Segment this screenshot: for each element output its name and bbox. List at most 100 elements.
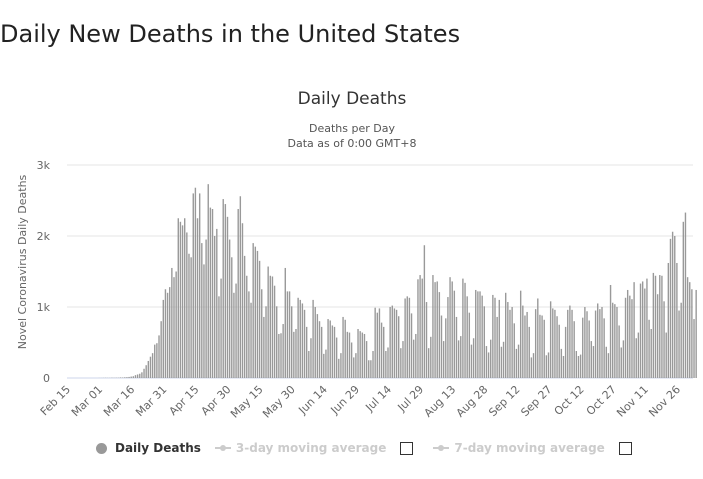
bar-daily-deaths[interactable] bbox=[280, 333, 282, 378]
bar-daily-deaths[interactable] bbox=[599, 309, 601, 378]
bar-daily-deaths[interactable] bbox=[269, 275, 271, 378]
legend-item-daily-deaths[interactable]: Daily Deaths bbox=[96, 441, 201, 455]
bar-daily-deaths[interactable] bbox=[190, 257, 192, 378]
bar-daily-deaths[interactable] bbox=[425, 302, 428, 378]
bar-daily-deaths[interactable] bbox=[383, 326, 385, 378]
bar-daily-deaths[interactable] bbox=[691, 289, 693, 378]
bar-daily-deaths[interactable] bbox=[273, 285, 276, 378]
bar-daily-deaths[interactable] bbox=[545, 355, 548, 378]
bar-daily-deaths[interactable] bbox=[346, 331, 349, 378]
bar-daily-deaths[interactable] bbox=[635, 338, 637, 378]
bar-daily-deaths[interactable] bbox=[365, 341, 368, 378]
bar-daily-deaths[interactable] bbox=[481, 295, 483, 378]
bar-daily-deaths[interactable] bbox=[695, 289, 697, 378]
bar-daily-deaths[interactable] bbox=[573, 321, 575, 378]
bar-daily-deaths[interactable] bbox=[674, 236, 676, 378]
bar-daily-deaths[interactable] bbox=[445, 318, 447, 378]
bar-daily-deaths[interactable] bbox=[507, 302, 509, 378]
bar-daily-deaths[interactable] bbox=[327, 319, 329, 378]
bar-daily-deaths[interactable] bbox=[226, 216, 229, 378]
bar-daily-deaths[interactable] bbox=[597, 303, 599, 378]
bar-daily-deaths[interactable] bbox=[686, 277, 689, 378]
bar-daily-deaths[interactable] bbox=[340, 353, 342, 378]
bar-daily-deaths[interactable] bbox=[607, 353, 610, 378]
bar-daily-deaths[interactable] bbox=[184, 218, 186, 378]
bar-daily-deaths[interactable] bbox=[293, 331, 295, 378]
bar-daily-deaths[interactable] bbox=[663, 301, 665, 378]
bar-daily-deaths[interactable] bbox=[271, 276, 274, 378]
bar-daily-deaths[interactable] bbox=[393, 308, 396, 378]
bar-daily-deaths[interactable] bbox=[171, 267, 173, 378]
bar-daily-deaths[interactable] bbox=[224, 204, 227, 378]
bar-daily-deaths[interactable] bbox=[517, 344, 520, 378]
bar-daily-deaths[interactable] bbox=[693, 319, 695, 378]
bar-daily-deaths[interactable] bbox=[554, 309, 556, 378]
bar-daily-deaths[interactable] bbox=[233, 292, 235, 378]
bar-daily-deaths[interactable] bbox=[246, 275, 248, 378]
bar-daily-deaths[interactable] bbox=[325, 349, 327, 378]
bar-daily-deaths[interactable] bbox=[196, 218, 199, 378]
bar-daily-deaths[interactable] bbox=[594, 310, 597, 378]
bar-daily-deaths[interactable] bbox=[556, 316, 558, 378]
bar-daily-deaths[interactable] bbox=[282, 324, 284, 378]
bar-daily-deaths[interactable] bbox=[592, 346, 595, 378]
bar-daily-deaths[interactable] bbox=[181, 225, 184, 378]
bar-daily-deaths[interactable] bbox=[368, 360, 370, 378]
bar-daily-deaths[interactable] bbox=[179, 221, 182, 378]
bar-daily-deaths[interactable] bbox=[385, 351, 387, 378]
bar-daily-deaths[interactable] bbox=[646, 278, 648, 378]
bar-daily-deaths[interactable] bbox=[417, 279, 419, 378]
bar-daily-deaths[interactable] bbox=[147, 360, 150, 378]
bar-daily-deaths[interactable] bbox=[130, 376, 132, 378]
bar-daily-deaths[interactable] bbox=[151, 353, 154, 378]
bar-daily-deaths[interactable] bbox=[166, 292, 169, 378]
bar-daily-deaths[interactable] bbox=[629, 295, 631, 378]
bar-daily-deaths[interactable] bbox=[329, 320, 331, 378]
bar-daily-deaths[interactable] bbox=[267, 266, 269, 378]
bar-daily-deaths[interactable] bbox=[175, 271, 177, 379]
bar-daily-deaths[interactable] bbox=[335, 337, 338, 378]
bar-daily-deaths[interactable] bbox=[502, 341, 505, 378]
bar-daily-deaths[interactable] bbox=[222, 199, 224, 378]
bar-daily-deaths[interactable] bbox=[314, 307, 316, 378]
bar-daily-deaths[interactable] bbox=[303, 309, 306, 378]
bar-daily-deaths[interactable] bbox=[419, 275, 421, 378]
bar-daily-deaths[interactable] bbox=[603, 318, 605, 378]
bar-daily-deaths[interactable] bbox=[297, 297, 299, 378]
bar-daily-deaths[interactable] bbox=[141, 372, 143, 378]
bar-daily-deaths[interactable] bbox=[265, 306, 267, 378]
bar-daily-deaths[interactable] bbox=[676, 262, 678, 378]
bar-daily-deaths[interactable] bbox=[207, 184, 209, 378]
bar-daily-deaths[interactable] bbox=[404, 298, 406, 378]
bar-daily-deaths[interactable] bbox=[614, 304, 616, 378]
bar-daily-deaths[interactable] bbox=[449, 277, 451, 378]
bar-daily-deaths[interactable] bbox=[378, 308, 381, 378]
bar-daily-deaths[interactable] bbox=[295, 329, 297, 378]
bar-daily-deaths[interactable] bbox=[301, 303, 304, 378]
bar-daily-deaths[interactable] bbox=[569, 305, 571, 378]
bar-daily-deaths[interactable] bbox=[498, 299, 500, 378]
bar-daily-deaths[interactable] bbox=[460, 336, 462, 378]
bar-daily-deaths[interactable] bbox=[415, 333, 417, 378]
bar-daily-deaths[interactable] bbox=[684, 212, 687, 378]
bar-daily-deaths[interactable] bbox=[380, 322, 383, 378]
bar-daily-deaths[interactable] bbox=[639, 283, 642, 378]
bar-daily-deaths[interactable] bbox=[667, 262, 670, 378]
bar-daily-deaths[interactable] bbox=[164, 289, 167, 378]
bar-daily-deaths[interactable] bbox=[537, 298, 539, 378]
bar-daily-deaths[interactable] bbox=[558, 324, 560, 378]
bar-daily-deaths[interactable] bbox=[509, 309, 511, 378]
bar-daily-deaths[interactable] bbox=[220, 278, 222, 378]
bar-daily-deaths[interactable] bbox=[136, 374, 139, 378]
bar-daily-deaths[interactable] bbox=[618, 325, 620, 378]
bar-daily-deaths[interactable] bbox=[626, 289, 629, 378]
bar-daily-deaths[interactable] bbox=[160, 321, 162, 378]
bar-daily-deaths[interactable] bbox=[464, 282, 466, 378]
bar-daily-deaths[interactable] bbox=[430, 336, 432, 378]
bar-daily-deaths[interactable] bbox=[582, 317, 584, 378]
bar-daily-deaths[interactable] bbox=[511, 307, 513, 378]
bar-daily-deaths[interactable] bbox=[659, 275, 661, 378]
bar-daily-deaths[interactable] bbox=[372, 351, 374, 378]
bar-daily-deaths[interactable] bbox=[605, 346, 607, 378]
bar-daily-deaths[interactable] bbox=[485, 346, 488, 378]
